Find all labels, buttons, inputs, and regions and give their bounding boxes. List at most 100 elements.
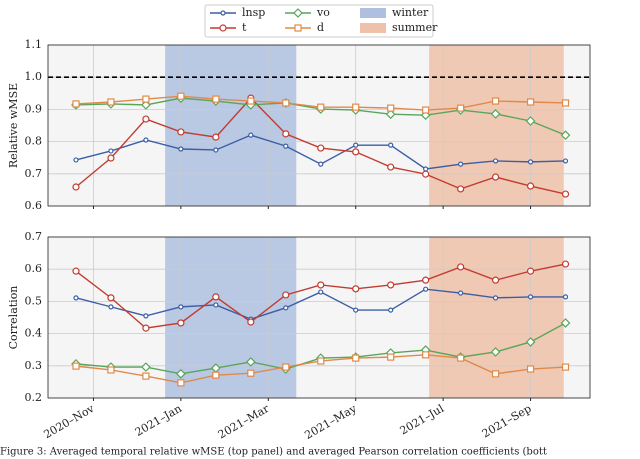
marker (561, 363, 570, 371)
marker (247, 97, 255, 105)
legend-label: summer (392, 21, 438, 34)
marker (72, 362, 80, 370)
marker (492, 158, 499, 164)
marker (388, 307, 394, 313)
marker (108, 148, 114, 154)
span (165, 45, 297, 206)
marker (457, 263, 465, 271)
marker (387, 281, 395, 289)
span (429, 45, 564, 206)
x-tick-label: 2021–Mar (216, 402, 272, 442)
marker (458, 290, 464, 296)
marker (317, 281, 325, 289)
marker (423, 286, 429, 292)
marker (560, 130, 571, 141)
y-tick-label: 0.7 (25, 230, 43, 243)
plot-frame (47, 236, 591, 399)
legend-label: lnsp (242, 6, 265, 19)
marker (457, 185, 465, 193)
marker (177, 379, 185, 387)
y-tick-label: 0.2 (25, 391, 43, 404)
marker (525, 337, 536, 347)
marker (72, 100, 80, 108)
marker (212, 293, 220, 301)
plot-frame (47, 44, 591, 207)
marker (177, 92, 185, 100)
marker (317, 144, 325, 152)
marker (526, 365, 535, 373)
y-tick-label: 0.8 (25, 135, 43, 148)
legend-swatch (360, 23, 386, 33)
marker (527, 159, 534, 165)
marker (212, 95, 220, 103)
y-tick-label: 0.4 (25, 327, 43, 340)
marker (490, 109, 501, 119)
legend-marker (294, 24, 302, 32)
marker (562, 158, 569, 164)
marker (352, 148, 360, 156)
marker (282, 99, 290, 107)
x-tick-label: 2020–Nov (41, 402, 97, 442)
marker (213, 302, 219, 308)
legend-label: vo (316, 6, 330, 19)
marker (142, 95, 150, 103)
marker (561, 190, 570, 198)
x-tick-label: 2021–May (302, 402, 359, 442)
marker (282, 130, 290, 138)
marker (141, 362, 151, 372)
marker (142, 324, 150, 332)
marker (458, 161, 464, 167)
marker (177, 319, 185, 327)
y-axis-label: Correlation (7, 286, 20, 350)
marker (213, 147, 219, 153)
marker (527, 294, 534, 300)
marker (72, 183, 80, 191)
marker (212, 371, 220, 379)
marker (525, 116, 536, 126)
marker (387, 163, 395, 171)
marker (245, 357, 256, 367)
marker (526, 267, 535, 275)
marker (177, 128, 185, 136)
x-tick-label: 2021–Jul (398, 402, 447, 438)
marker (352, 103, 360, 111)
marker (457, 354, 465, 362)
marker (212, 133, 220, 141)
marker (388, 142, 394, 148)
marker (561, 260, 570, 268)
marker (142, 372, 150, 380)
marker (318, 161, 324, 167)
marker (560, 318, 571, 328)
legend-marker (220, 10, 226, 16)
marker (317, 357, 325, 365)
marker (282, 291, 290, 299)
marker (352, 354, 360, 362)
marker (143, 313, 149, 319)
marker (457, 104, 465, 112)
y-tick-label: 0.3 (25, 359, 43, 372)
marker (141, 100, 151, 110)
y-tick-label: 0.9 (25, 102, 43, 115)
marker (108, 304, 114, 310)
marker (491, 97, 500, 105)
marker (422, 351, 430, 359)
marker (423, 166, 429, 172)
marker (176, 369, 186, 379)
marker (422, 276, 430, 284)
marker (561, 99, 570, 107)
marker (247, 369, 255, 377)
marker (72, 267, 80, 275)
marker (107, 294, 115, 302)
marker (73, 295, 79, 301)
legend-marker (219, 24, 227, 32)
marker (283, 143, 289, 149)
marker (318, 289, 324, 295)
legend-label: t (242, 21, 247, 34)
marker (107, 98, 115, 106)
marker (422, 106, 430, 114)
marker (283, 305, 289, 311)
marker (491, 276, 500, 284)
legend-label: d (317, 21, 324, 34)
marker (562, 294, 569, 300)
